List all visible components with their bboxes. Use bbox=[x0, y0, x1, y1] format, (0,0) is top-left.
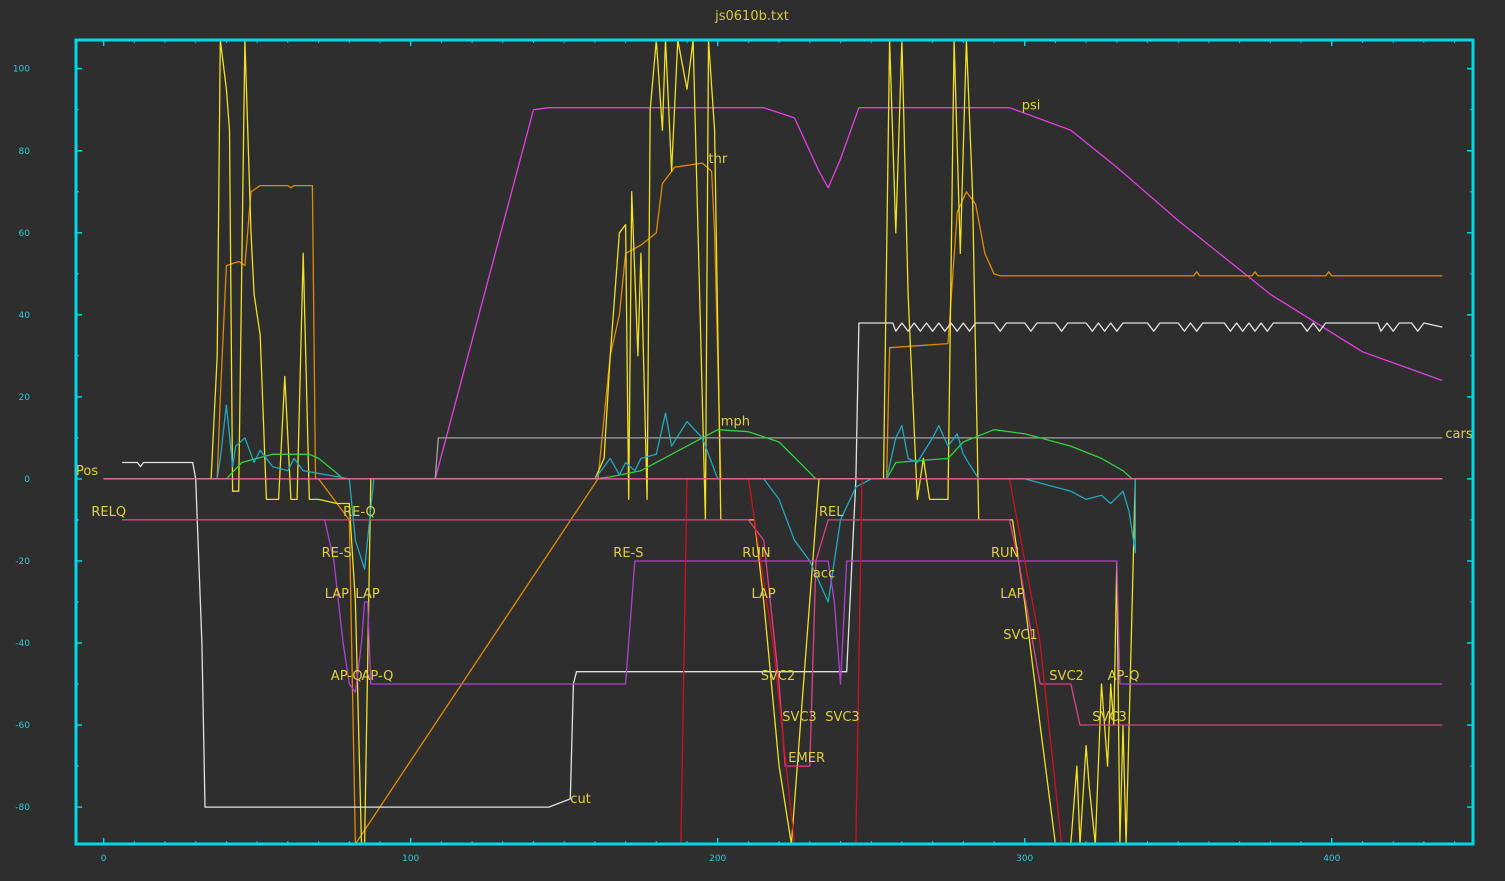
series-white_line bbox=[122, 322, 1443, 808]
annotation-label: EMER bbox=[788, 751, 825, 766]
annotation-label: SVC3 bbox=[825, 710, 860, 725]
annotation-label: LAP bbox=[752, 587, 776, 602]
annotation-label: SVC2 bbox=[761, 669, 796, 684]
annotation-label: SVC3 bbox=[782, 710, 817, 725]
annotation-label: Pos bbox=[76, 464, 98, 479]
x-tick-label: 300 bbox=[1016, 854, 1033, 864]
plot-frame bbox=[74, 38, 1475, 846]
series-cars_line bbox=[434, 437, 1443, 479]
annotation-label: psi bbox=[1022, 99, 1041, 114]
annotation-label: thr bbox=[709, 152, 728, 167]
annotation-label: RE-S bbox=[613, 546, 643, 561]
annotation-label: RE-S bbox=[322, 546, 352, 561]
series-layer bbox=[103, 39, 1443, 845]
annotation-label: LAP bbox=[325, 587, 349, 602]
x-tick-label: 100 bbox=[402, 854, 419, 864]
series-thr_line bbox=[103, 162, 1443, 845]
annotation-label: LAP bbox=[1000, 587, 1024, 602]
annotation-label: AP-Q bbox=[331, 669, 363, 684]
y-tick-label: -20 bbox=[15, 557, 30, 567]
x-tick-label: 400 bbox=[1323, 854, 1340, 864]
chart-title: js0610b.txt bbox=[714, 9, 789, 24]
annotation-label: cars bbox=[1445, 427, 1472, 442]
x-tick-label: 200 bbox=[709, 854, 726, 864]
y-tick-label: 40 bbox=[19, 311, 31, 321]
annotation-label: acc bbox=[813, 566, 835, 581]
series-re_line bbox=[122, 519, 1443, 693]
y-tick-label: 60 bbox=[19, 229, 31, 239]
annotation-label: AP-Q bbox=[362, 669, 394, 684]
annotation-layer: psi thr mph cars Pos REL RE-Q RELQ RE-S RE-S RUN RU… bbox=[76, 99, 1473, 807]
y-tick-label: -80 bbox=[15, 803, 30, 813]
annotation-label: RUN bbox=[991, 546, 1019, 561]
annotation-label: mph bbox=[721, 415, 750, 430]
annotation-label: LAP bbox=[355, 587, 379, 602]
annotation-label: REL bbox=[819, 505, 844, 520]
y-tick-label: 0 bbox=[24, 475, 30, 485]
y-tick-label: 100 bbox=[13, 65, 30, 75]
annotation-label: SVC2 bbox=[1049, 669, 1084, 684]
series-psi_line bbox=[434, 107, 1443, 480]
annotation-label: SVC3 bbox=[1092, 710, 1127, 725]
annotation-label: cut bbox=[570, 792, 590, 807]
annotation-label: SVC1 bbox=[1003, 628, 1037, 643]
annotation-label: AP-Q bbox=[1108, 669, 1140, 684]
y-tick-label: -40 bbox=[15, 639, 30, 649]
series-mph_line bbox=[103, 429, 1443, 480]
annotation-label: RE-Q bbox=[343, 505, 376, 520]
annotation-label: RUN bbox=[742, 546, 770, 561]
annotation-label: RELQ bbox=[91, 505, 126, 520]
y-tick-label: 20 bbox=[19, 393, 31, 403]
y-tick-label: 80 bbox=[19, 147, 31, 157]
x-tick-label: 0 bbox=[101, 854, 107, 864]
y-tick-label: -60 bbox=[15, 721, 30, 731]
